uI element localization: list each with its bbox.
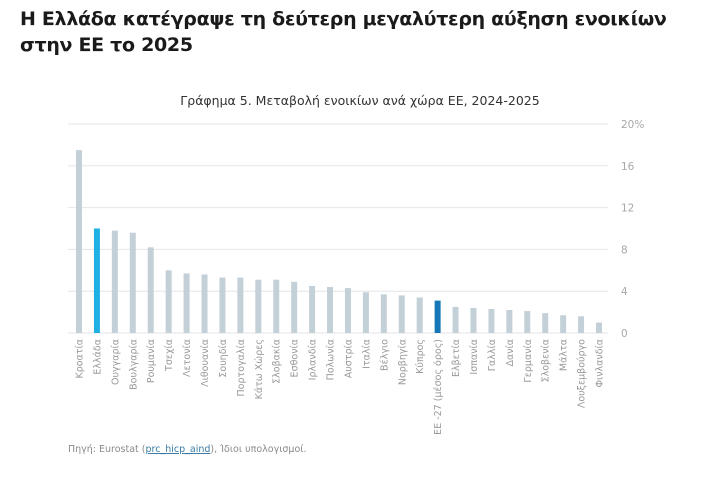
bar-28 bbox=[578, 316, 585, 333]
bar-23 bbox=[488, 308, 495, 333]
bar-7 bbox=[201, 274, 208, 333]
x-tick-label: Σουηδία bbox=[218, 339, 229, 378]
bars bbox=[76, 150, 602, 333]
x-tick-label: Ισπανία bbox=[469, 339, 480, 375]
x-tick-label: Πολωνία bbox=[326, 339, 337, 380]
x-axis-labels: Κροατία Ελλάδα Ουγγαρία Βουλγαρία Ρουμανία Τσ… bbox=[75, 339, 606, 435]
y-tick-label: 20% bbox=[621, 119, 644, 131]
x-tick-label: Ρουμανία bbox=[146, 339, 157, 383]
bar-13 bbox=[309, 285, 316, 333]
x-tick-label: Μάλτα bbox=[559, 339, 570, 371]
y-tick-label: 12 bbox=[621, 203, 634, 215]
bar-29 bbox=[596, 322, 602, 333]
x-tick-label: Ελβετία bbox=[451, 339, 462, 377]
x-tick-label: Ουγγαρία bbox=[110, 339, 121, 385]
x-tick-label: Κροατία bbox=[75, 339, 86, 379]
y-tick-label: 0 bbox=[621, 328, 628, 340]
bar-14 bbox=[327, 287, 334, 333]
bar-4 bbox=[147, 247, 154, 333]
x-tick-label: Νορβηγία bbox=[397, 339, 408, 385]
y-tick-label: 8 bbox=[621, 244, 628, 256]
bar-15 bbox=[344, 288, 351, 333]
x-tick-label: Ιρλανδία bbox=[308, 339, 319, 380]
x-tick-label: Γαλλία bbox=[487, 339, 498, 371]
bar-21 bbox=[452, 306, 459, 333]
x-tick-label: Φινλανδία bbox=[595, 339, 606, 387]
x-tick-label: Βέλγιο bbox=[379, 339, 390, 371]
bar-16 bbox=[362, 292, 369, 333]
x-tick-label: Ελλάδα bbox=[92, 339, 103, 375]
gridlines bbox=[68, 123, 608, 334]
bar-24 bbox=[506, 310, 513, 333]
bar-1 bbox=[93, 228, 100, 333]
x-tick-label: Σλοβενία bbox=[541, 339, 552, 382]
x-tick-label: Βουλγαρία bbox=[128, 339, 139, 390]
x-tick-label: Δανία bbox=[505, 339, 516, 367]
x-tick-label: Κάτω Χώρες bbox=[254, 339, 265, 399]
bar-25 bbox=[524, 311, 531, 333]
y-tick-label: 16 bbox=[621, 161, 635, 173]
x-tick-label: Γερμανία bbox=[523, 339, 534, 383]
headline: Η Ελλάδα κατέγραψε τη δεύτερη μεγαλύτερη… bbox=[20, 8, 667, 56]
source-suffix: ), Ίδιοι υπολογισμοί. bbox=[210, 444, 307, 455]
bar-22 bbox=[470, 307, 477, 333]
bar-18 bbox=[398, 295, 405, 333]
bar-19 bbox=[416, 297, 423, 333]
bar-5 bbox=[165, 270, 172, 333]
x-tick-label: Λετονία bbox=[182, 339, 193, 377]
x-tick-label: Κύπρος bbox=[415, 339, 426, 374]
bar-20 bbox=[434, 300, 441, 333]
x-tick-label: Λιθουανία bbox=[200, 339, 211, 387]
y-axis-ticks: 0 4 8 12 16 20% bbox=[621, 119, 644, 340]
x-tick-label: Σλοβακία bbox=[272, 339, 283, 384]
x-tick-label: Πορτογαλία bbox=[236, 339, 247, 397]
bar-11 bbox=[273, 279, 280, 333]
x-tick-label: Αυστρία bbox=[343, 339, 354, 378]
bar-8 bbox=[219, 277, 226, 333]
bar-2 bbox=[111, 230, 118, 333]
x-tick-label: Λουξεμβούργο bbox=[577, 339, 588, 408]
source-link[interactable]: prc_hicp_aind bbox=[145, 444, 211, 455]
x-tick-label: Τσεχία bbox=[164, 339, 175, 372]
bar-10 bbox=[255, 279, 262, 333]
x-tick-label: Ιταλία bbox=[361, 339, 372, 369]
bar-27 bbox=[560, 315, 567, 333]
source-prefix: Πηγή: Eurostat ( bbox=[68, 444, 146, 455]
bar-12 bbox=[291, 281, 298, 333]
chart-title: Γράφημα 5. Μεταβολή ενοικίων ανά χώρα ΕΕ… bbox=[180, 93, 540, 108]
bar-17 bbox=[380, 294, 387, 333]
bar-0 bbox=[76, 150, 82, 333]
bar-26 bbox=[542, 313, 549, 333]
x-tick-label: ΕΕ -27 (μέσος όρος) bbox=[433, 339, 444, 435]
bar-3 bbox=[129, 232, 136, 333]
source-note: Πηγή: Eurostat (prc_hicp_aind), Ίδιοι υπ… bbox=[68, 444, 307, 455]
bar-9 bbox=[237, 277, 244, 333]
bar-6 bbox=[183, 273, 190, 333]
x-tick-label: Εσθονία bbox=[290, 339, 301, 377]
y-tick-label: 4 bbox=[621, 286, 628, 298]
